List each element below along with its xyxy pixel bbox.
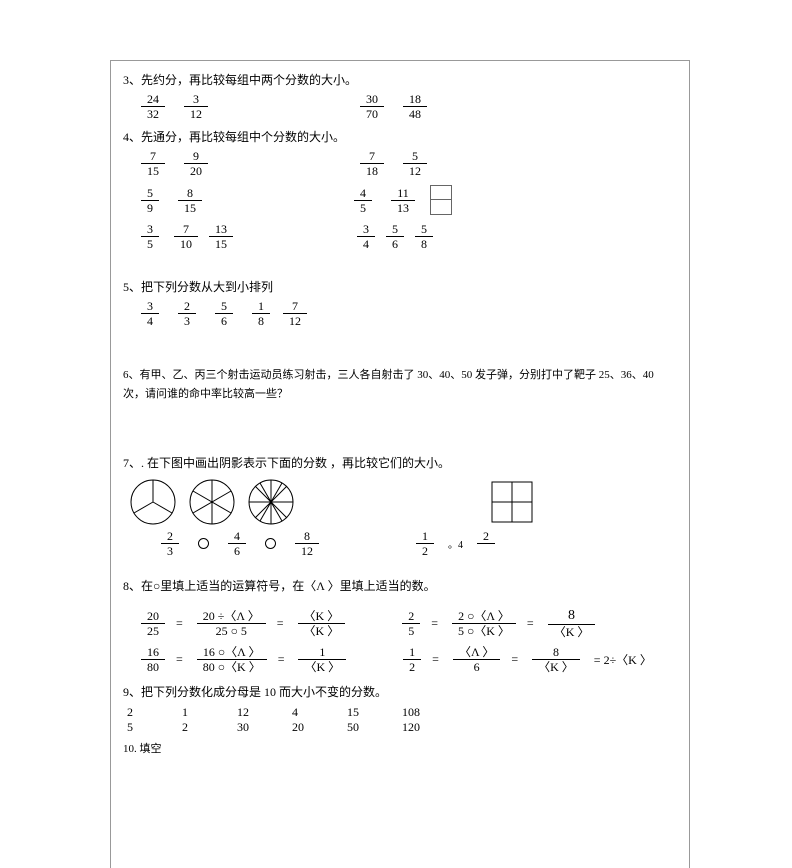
q10-title: 10. 填空: [123, 741, 677, 758]
fraction: 2: [477, 530, 495, 557]
fraction: 18: [252, 300, 270, 327]
q8-row2: 1680= 16 ○〈Λ 〉80 ○〈K 〉= 1〈K 〉 12= 〈Λ 〉6=…: [133, 646, 677, 673]
fraction: 718: [360, 150, 384, 177]
fraction: 23: [178, 300, 196, 327]
fraction: 812: [295, 530, 319, 557]
q8-title: 8、在○里填上适当的运算符号，在〈Λ 〉里填上适当的数。: [123, 577, 677, 595]
q5-title: 5、把下列分数从大到小排列: [123, 278, 677, 296]
fraction: 1113: [391, 187, 415, 214]
fraction: 〈Λ 〉6: [453, 646, 500, 673]
fraction: 8〈K 〉: [548, 609, 596, 638]
fraction: 16 ○〈Λ 〉80 ○〈K 〉: [197, 646, 267, 673]
fraction: 3070: [360, 93, 384, 120]
fraction: 312: [184, 93, 208, 120]
fraction: 12: [416, 530, 434, 557]
page: 3、先约分，再比较每组中两个分数的大小。 2432 312 3070 1848 …: [0, 0, 792, 868]
fraction: 56: [386, 223, 404, 250]
compare-circle: [265, 538, 276, 549]
fraction: 45: [354, 187, 372, 214]
fraction: 1680: [141, 646, 165, 673]
fraction: 8〈K 〉: [532, 646, 580, 673]
fraction: 715: [141, 150, 165, 177]
fraction: 712: [283, 300, 307, 327]
q8-tail: = 2÷〈K 〉: [594, 651, 652, 668]
fraction: 59: [141, 187, 159, 214]
square-grid-icon: [491, 481, 533, 523]
fraction: 1315: [209, 223, 233, 250]
q7-shapes: [129, 478, 677, 526]
fraction: 23: [161, 530, 179, 557]
worksheet: 3、先约分，再比较每组中两个分数的大小。 2432 312 3070 1848 …: [110, 60, 690, 868]
q7-fracs: 23 46 812 12 。4 2: [153, 530, 677, 557]
fraction: 12: [403, 646, 421, 673]
fraction: 20 ÷〈Λ 〉25 ○ 5: [197, 610, 266, 637]
subscript: 。4: [448, 536, 463, 551]
q4-row1: 715 920 718 512: [133, 150, 677, 177]
fraction: 710: [174, 223, 198, 250]
q4-title: 4、先通分，再比较每组中个分数的大小。: [123, 128, 677, 146]
q4-row3: 35 710 1315 34 56 58: [133, 223, 677, 250]
fraction: 920: [184, 150, 208, 177]
fraction: 25: [402, 610, 420, 637]
fraction: 815: [178, 187, 202, 214]
q9-den: 52302050120: [127, 720, 677, 735]
fraction: 〈K 〉〈K 〉: [298, 610, 346, 637]
q3-row: 2432 312 3070 1848: [133, 93, 677, 120]
fraction: 58: [415, 223, 433, 250]
q7-title: 7、. 在下图中画出阴影表示下面的分数 ，再比较它们的大小。: [123, 454, 677, 472]
q9-title: 9、把下列分数化成分母是 10 而大小不变的分数。: [123, 683, 677, 701]
fraction: 56: [215, 300, 233, 327]
answer-boxes: [430, 185, 452, 215]
fraction: 1〈K 〉: [298, 646, 346, 673]
q8-row1: 2025= 20 ÷〈Λ 〉25 ○ 5= 〈K 〉〈K 〉 25= 2 ○〈Λ…: [133, 609, 677, 638]
circle-sixths-icon: [188, 478, 236, 526]
q3-title: 3、先约分，再比较每组中两个分数的大小。: [123, 71, 677, 89]
fraction: 1848: [403, 93, 427, 120]
q6-line1: 6、有甲、乙、丙三个射击运动员练习射击，三人各自射击了 30、40、50 发子弹…: [123, 367, 677, 384]
fraction: 35: [141, 223, 159, 250]
q9-num: 2112415108: [127, 705, 677, 720]
fraction: 34: [357, 223, 375, 250]
fraction: 2432: [141, 93, 165, 120]
fraction: 2025: [141, 610, 165, 637]
q4-row2: 59 815 45 1113: [133, 185, 677, 215]
q5-row: 34 23 56 18 712: [133, 300, 677, 327]
fraction: 2 ○〈Λ 〉5 ○〈K 〉: [452, 610, 516, 637]
circle-twelfths-icon: [247, 478, 295, 526]
q6-line2: 次，请问谁的命中率比较高一些？: [123, 386, 677, 403]
circle-thirds-icon: [129, 478, 177, 526]
compare-circle: [198, 538, 209, 549]
fraction: 34: [141, 300, 159, 327]
fraction: 46: [228, 530, 246, 557]
fraction: 512: [403, 150, 427, 177]
